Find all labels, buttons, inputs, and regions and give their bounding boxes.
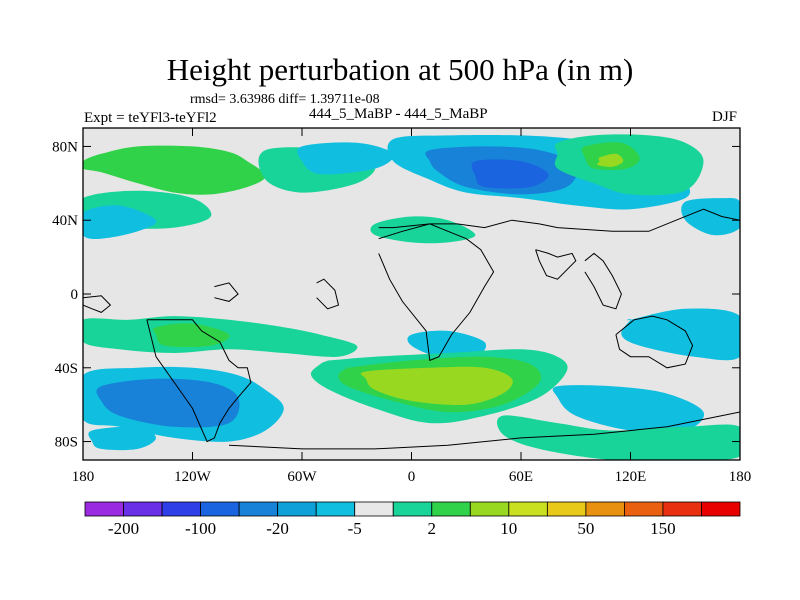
colorbar-box (624, 501, 664, 517)
colorbar-label: -5 (348, 519, 362, 538)
colorbar-box (701, 501, 741, 517)
colorbar-label: -200 (108, 519, 139, 538)
season-label: DJF (712, 109, 738, 125)
contour-region (83, 205, 157, 239)
contour-region (370, 216, 476, 244)
colorbar-box (469, 501, 510, 517)
coastline-south-america (146, 319, 252, 443)
colorbar-label: 150 (650, 519, 676, 538)
x-tick-label: 120W (174, 469, 212, 485)
contour-region (621, 308, 740, 361)
contour-region (360, 366, 513, 406)
y-tick-label: 80S (55, 435, 78, 451)
colorbar-box (546, 501, 587, 517)
contour-fill-layer (83, 134, 740, 460)
y-tick-label: 40N (52, 213, 78, 229)
coastline-americas-west (83, 295, 112, 313)
y-tick-label: 40S (55, 361, 78, 377)
coastline-africa (378, 223, 495, 362)
colorbar-box (354, 501, 394, 517)
colorbar-box (200, 501, 240, 517)
experiment-label: Expt = teYFl3-teYFl2 (84, 110, 217, 126)
contour-region (297, 142, 394, 175)
colorbar-box (277, 501, 317, 517)
y-tick-label: 0 (71, 287, 79, 303)
colorbar-box (238, 501, 279, 517)
rmsd-diff-stats: rmsd= 3.63986 diff= 1.39711e-08 (190, 92, 380, 107)
colorbar-box (392, 501, 433, 517)
contour-region (88, 426, 156, 451)
x-tick-label: 60W (287, 469, 317, 485)
coastline-se-asia (584, 252, 622, 310)
contour-region (497, 415, 740, 460)
coastline-antarctica (228, 411, 740, 450)
colorbar-label: 50 (577, 519, 594, 538)
contour-region (471, 159, 549, 189)
coastline-europe-asia (378, 208, 740, 240)
coastline-australia (615, 315, 694, 369)
colorbar: -200 -100 -20 -5 2 10 50 150 (84, 501, 741, 538)
x-tick-label: 180 (72, 469, 95, 485)
colorbar-box (315, 501, 356, 517)
colorbar-box (508, 501, 548, 517)
contour-region (596, 153, 624, 167)
colorbar-box (662, 501, 702, 517)
coastline-island-west (214, 282, 239, 302)
colorbar-label: 2 (428, 519, 437, 538)
colorbar-box (84, 501, 124, 517)
colorbar-label: 10 (500, 519, 517, 538)
colorbar-box (431, 501, 471, 517)
coastline-layer (83, 208, 740, 450)
case-subtitle: 444_5_MaBP - 444_5_MaBP (309, 106, 488, 122)
colorbar-box (161, 501, 201, 517)
colorbar-box (585, 501, 625, 517)
x-tick-label: 60E (509, 469, 533, 485)
y-tick-label: 80N (52, 139, 78, 155)
contour-region (681, 197, 740, 236)
coastline-india (535, 249, 577, 280)
coastline-greenland-isle (316, 278, 340, 310)
contour-region (96, 378, 240, 428)
chart-title: Height perturbation at 500 hPa (in m) (166, 52, 634, 87)
colorbar-label: -100 (185, 519, 216, 538)
x-tick-label: 180 (729, 469, 752, 485)
x-tick-label: 120E (615, 469, 647, 485)
colorbar-label: -20 (266, 519, 289, 538)
contour-region (152, 323, 230, 348)
contour-region (552, 385, 705, 433)
axis-layer: 180 120W 60W 0 60E 120E 180 80N 40N 0 40S 80S (52, 128, 751, 485)
contour-region (83, 145, 266, 195)
x-tick-label: 0 (408, 469, 416, 485)
colorbar-box (123, 501, 163, 517)
